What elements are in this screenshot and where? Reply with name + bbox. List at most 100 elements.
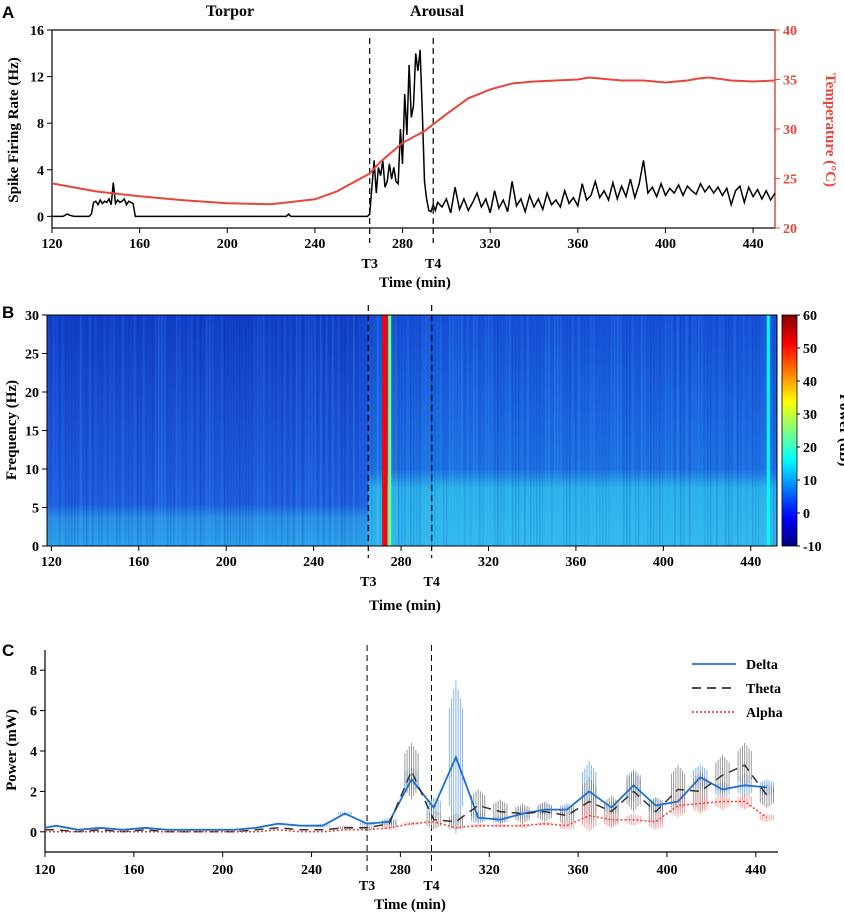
heatmap-streak — [95, 315, 97, 546]
x-tick-label: 360 — [568, 863, 589, 878]
heatmap-streak — [182, 315, 184, 546]
x-tick-label: 400 — [655, 237, 676, 252]
heatmap-streak — [176, 315, 178, 546]
heatmap-streak — [509, 315, 511, 546]
heatmap-streak — [620, 315, 622, 546]
heatmap-streak — [353, 315, 355, 546]
heatmap-streak — [590, 315, 592, 546]
heatmap-streak — [680, 315, 682, 546]
heatmap-streak — [326, 315, 328, 546]
heatmap-streak — [131, 315, 133, 546]
heatmap-streak — [86, 315, 88, 546]
panel-c-legend: Delta Theta Alpha — [692, 658, 783, 721]
heatmap-region-torpor — [47, 315, 369, 546]
heatmap-streak — [83, 315, 85, 546]
heatmap-streak — [464, 315, 466, 546]
x-tick-label: 400 — [653, 555, 674, 570]
panel-b-letter: B — [2, 303, 14, 322]
heatmap-streak — [719, 315, 721, 546]
x-tick-label: 400 — [656, 863, 677, 878]
heatmap-streak — [539, 315, 541, 546]
heatmap-streak — [761, 315, 763, 546]
heatmap-streak — [488, 315, 490, 546]
heatmap-streak — [155, 315, 157, 546]
x-tick-label: 360 — [565, 555, 586, 570]
heatmap-streak — [425, 315, 427, 546]
heatmap-streak — [335, 315, 337, 546]
heatmap-streak — [179, 315, 181, 546]
heatmap-streak — [584, 315, 586, 546]
heatmap-streak — [50, 315, 52, 546]
heatmap-streak — [506, 315, 508, 546]
panel-b: B 120 160 200 24 — [2, 303, 844, 614]
heatmap-streak — [422, 315, 424, 546]
heatmap-streak — [752, 315, 754, 546]
heatmap-streak — [689, 315, 691, 546]
heatmap-hot-column — [382, 315, 388, 546]
heatmap-streak — [107, 315, 109, 546]
heatmap-streak — [581, 315, 583, 546]
heatmap-streak — [725, 315, 727, 546]
heatmap-streak — [440, 315, 442, 546]
y-tick-label: 20 — [25, 386, 39, 401]
x-tick-label: 280 — [392, 237, 413, 252]
y-tick-label: 12 — [30, 71, 44, 86]
y-tick-label: 8 — [37, 117, 44, 132]
heatmap-streak — [413, 315, 415, 546]
heatmap-streak — [221, 315, 223, 546]
colorbar-tick-label: -10 — [803, 540, 822, 555]
marker-label-t3: T3 — [362, 257, 378, 272]
heatmap-streak — [704, 315, 706, 546]
heatmap-streak — [269, 315, 271, 546]
heatmap-streak — [272, 315, 274, 546]
heatmap-streak — [77, 315, 79, 546]
heatmap-region-arousal — [368, 315, 777, 546]
heatmap-streak — [656, 315, 658, 546]
heatmap-streak — [320, 315, 322, 546]
panel-a: A Torpor Arousal 120 160 200 240 280 320 360 40… — [2, 3, 838, 291]
heatmap-streak — [416, 315, 418, 546]
heatmap-streak — [479, 315, 481, 546]
heatmap-streak — [554, 315, 556, 546]
series-line-spike-firing-rate — [52, 49, 776, 218]
series-line-temperature — [51, 76, 776, 206]
heatmap-streak — [113, 315, 115, 546]
heatmap-streak — [170, 315, 172, 546]
heatmap-streak — [536, 315, 538, 546]
heatmap-streak — [260, 315, 262, 546]
y-tick-label: 16 — [30, 24, 44, 39]
heatmap-streak — [455, 315, 457, 546]
panel-c-y-axis-title: Power (mW) — [4, 709, 20, 791]
heatmap-streak — [572, 315, 574, 546]
x-tick-label: 200 — [217, 237, 238, 252]
heatmap-streak — [209, 315, 211, 546]
y2-tick-label: 40 — [783, 24, 797, 39]
heatmap-streak — [692, 315, 694, 546]
heatmap-streak — [266, 315, 268, 546]
heatmap-streak — [404, 315, 406, 546]
y-tick-label: 0 — [37, 210, 44, 225]
x-tick-label: 280 — [391, 555, 412, 570]
heatmap-streak — [362, 315, 364, 546]
heatmap-streak — [191, 315, 193, 546]
panel-b-x-axis-title: Time (min) — [369, 598, 441, 614]
heatmap-streak — [200, 315, 202, 546]
heatmap-streak — [458, 315, 460, 546]
x-tick-label: 320 — [480, 237, 501, 252]
colorbar-title: Power (dB) — [836, 394, 844, 467]
x-tick-label: 280 — [390, 863, 411, 878]
heatmap-streak — [227, 315, 229, 546]
heatmap-streak — [134, 315, 136, 546]
y2-tick-label: 20 — [783, 222, 797, 237]
heatmap-streak — [527, 315, 529, 546]
heatmap-streak — [596, 315, 598, 546]
heatmap-streak — [104, 315, 106, 546]
heatmap-streak — [122, 315, 124, 546]
heatmap-streak — [329, 315, 331, 546]
x-tick-label: 440 — [743, 237, 764, 252]
panel-c-plot-area — [44, 680, 774, 834]
heatmap-streak — [686, 315, 688, 546]
heatmap-streak — [398, 315, 400, 546]
legend-label-delta: Delta — [746, 658, 778, 673]
heatmap-streak — [224, 315, 226, 546]
